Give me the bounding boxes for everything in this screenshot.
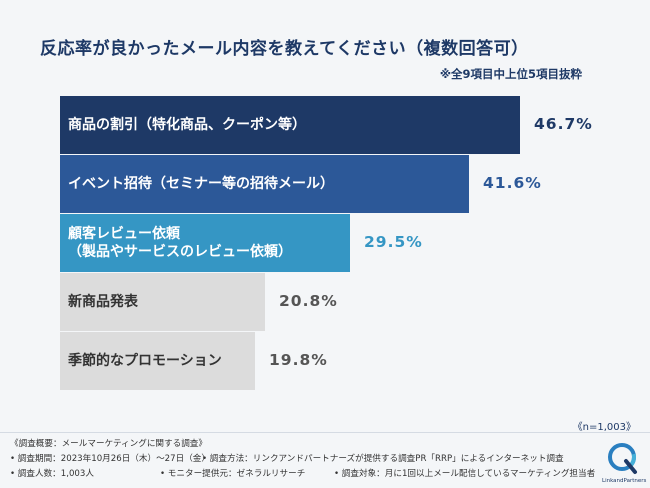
sample-size: 《n=1,003》 [572,422,636,433]
link-and-partners-logo-icon [608,443,637,474]
bar-label-3: 顧客レビュー依頼 （製品やサービスのレビュー依頼） [68,226,292,260]
company-logo: LinkandPartners [602,442,647,484]
bar-label-1: 商品の割引（特化商品、クーポン等） [68,117,306,133]
survey-notes: 《調査概要：メールマーケティングに関する調査》 • 調査期間：2023年10月2… [10,437,595,482]
chart-subtitle: ※全9項目中上位5項目抜粋 [439,67,582,81]
notes-period: • 調査期間：2023年10月26日（木）〜27日（金） [10,454,210,464]
notes-provider: • モニター提供元：ゼネラルリサーチ [160,469,306,479]
bar-value-4: 20.8% [279,292,338,310]
bar-chart: 商品の割引（特化商品、クーポン等） 46.7% イベント招待（セミナー等の招待メール… [60,96,650,396]
bar-3: 顧客レビュー依頼 （製品やサービスのレビュー依頼） [60,214,350,272]
bar-5: 季節的なプロモーション [60,332,255,390]
divider [0,432,650,433]
bar-value-2: 41.6% [483,174,542,192]
bar-2: イベント招待（セミナー等の招待メール） [60,155,469,213]
bar-1: 商品の割引（特化商品、クーポン等） [60,96,520,154]
notes-heading: 《調査概要：メールマーケティングに関する調査》 [10,439,207,449]
notes-method: • 調査方法：リンクアンドパートナーズが提供する調査PR「RRP」によるインター… [202,454,564,464]
bar-value-1: 46.7% [534,115,593,133]
bar-label-5: 季節的なプロモーション [68,353,222,369]
notes-count: • 調査人数：1,003人 [10,469,94,479]
bar-label-4: 新商品発表 [68,294,138,310]
notes-target: • 調査対象：月に1回以上メール配信しているマーケティング担当者 [334,469,596,479]
bar-value-3: 29.5% [364,233,423,251]
bar-label-2: イベント招待（セミナー等の招待メール） [68,176,334,192]
bar-value-5: 19.8% [269,351,328,369]
bar-4: 新商品発表 [60,273,265,331]
chart-title: 反応率が良かったメール内容を教えてください（複数回答可） [40,39,529,59]
logo-text: LinkandPartners [602,478,647,484]
